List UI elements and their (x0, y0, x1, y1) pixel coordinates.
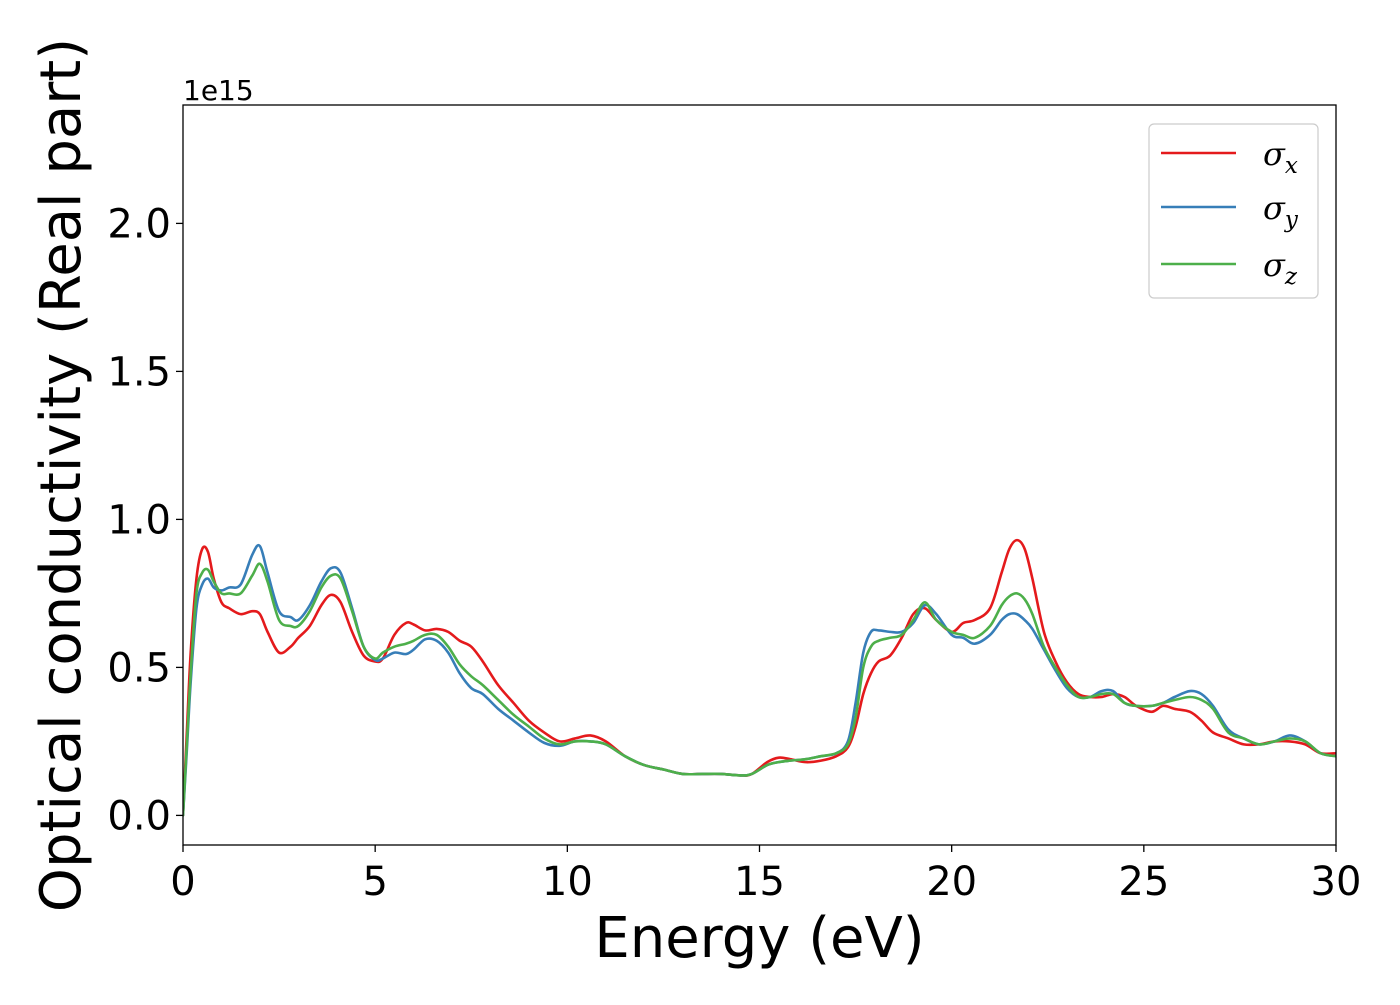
x-tick-label: 20 (926, 859, 977, 905)
x-axis-ticks: 0 5 10 15 20 25 30 (170, 845, 1361, 905)
x-tick-label: 25 (1118, 859, 1169, 905)
y-tick-label: 0.5 (107, 645, 171, 691)
x-tick-label: 0 (170, 859, 195, 905)
y-tick-label: 1.0 (107, 497, 171, 543)
x-tick-label: 5 (362, 859, 387, 905)
legend-box (1148, 123, 1319, 299)
y-tick-label: 0.0 (107, 793, 171, 839)
y-tick-label: 1.5 (107, 349, 171, 395)
y-axis-label: Optical conductivity (Real part) (29, 38, 94, 912)
x-tick-label: 15 (734, 859, 785, 905)
legend-label-sigma-z: σz (1263, 246, 1298, 290)
legend: σx σy σz (1148, 123, 1319, 299)
series-line-sigma-z (183, 562, 1336, 817)
legend-label-sigma-y: σy (1263, 189, 1299, 233)
y-axis-ticks: 0.0 0.5 1.0 1.5 2.0 (107, 201, 183, 839)
x-tick-label: 30 (1311, 859, 1362, 905)
x-tick-label: 10 (542, 859, 593, 905)
legend-label-sigma-x: σx (1263, 135, 1298, 179)
y-axis-offset-label: 1e15 (183, 74, 254, 107)
y-tick-label: 2.0 (107, 201, 171, 247)
plot-area (183, 538, 1336, 817)
x-axis-label: Energy (eV) (594, 906, 924, 971)
